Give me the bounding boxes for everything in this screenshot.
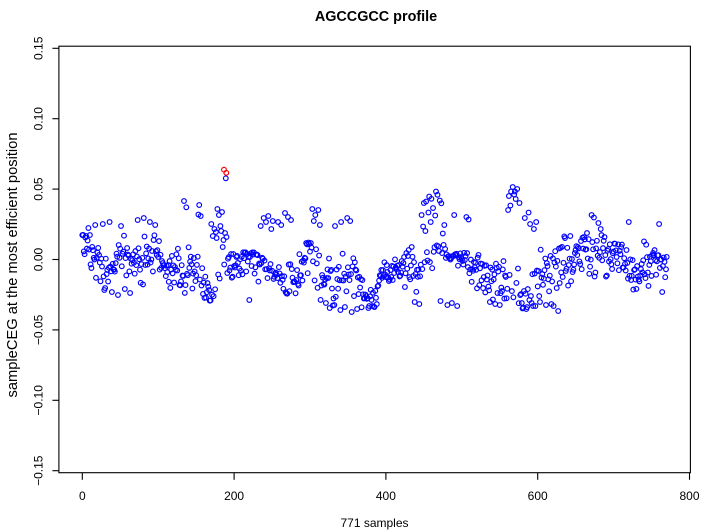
svg-text:200: 200 <box>224 489 244 503</box>
svg-text:400: 400 <box>376 489 396 503</box>
svg-text:−0.15: −0.15 <box>32 455 46 486</box>
svg-text:600: 600 <box>528 489 548 503</box>
svg-text:771 samples: 771 samples <box>340 516 408 530</box>
svg-text:0.00: 0.00 <box>32 247 46 271</box>
svg-text:sampleCEG at the most efficien: sampleCEG at the most efficient position <box>5 132 21 397</box>
svg-text:800: 800 <box>679 489 699 503</box>
svg-text:0.15: 0.15 <box>32 36 46 60</box>
svg-text:0.10: 0.10 <box>32 107 46 131</box>
svg-text:0.05: 0.05 <box>32 177 46 201</box>
svg-text:−0.10: −0.10 <box>32 385 46 416</box>
svg-text:−0.05: −0.05 <box>32 314 46 345</box>
svg-text:AGCCGCC profile: AGCCGCC profile <box>315 9 437 25</box>
svg-text:0: 0 <box>79 489 86 503</box>
